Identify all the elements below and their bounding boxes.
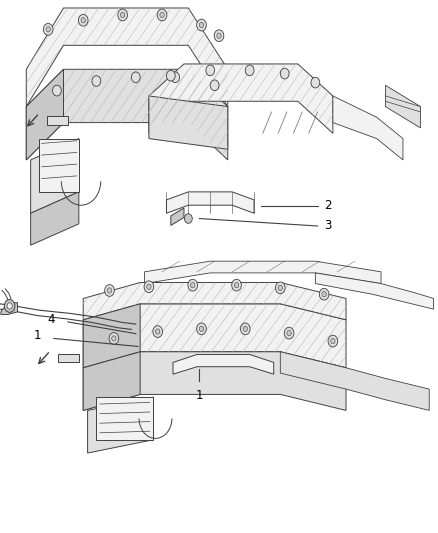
Circle shape [199, 22, 204, 28]
Polygon shape [149, 96, 228, 149]
Polygon shape [26, 69, 64, 160]
Circle shape [328, 335, 338, 347]
Polygon shape [26, 8, 228, 107]
Circle shape [284, 327, 294, 339]
Polygon shape [83, 352, 140, 410]
Polygon shape [1, 303, 18, 314]
Circle shape [322, 292, 326, 297]
Circle shape [144, 281, 154, 293]
Circle shape [153, 326, 162, 337]
Circle shape [155, 329, 160, 334]
Polygon shape [280, 352, 429, 410]
Polygon shape [166, 192, 254, 213]
Polygon shape [149, 64, 333, 133]
Polygon shape [315, 273, 434, 309]
Polygon shape [88, 397, 153, 453]
Circle shape [131, 72, 140, 83]
Circle shape [217, 33, 221, 38]
Bar [47, 116, 68, 125]
Bar [58, 354, 79, 362]
Circle shape [245, 65, 254, 76]
Polygon shape [83, 304, 346, 368]
Circle shape [287, 330, 291, 336]
Polygon shape [26, 69, 228, 160]
Polygon shape [96, 397, 153, 440]
Circle shape [243, 326, 247, 332]
Text: 1: 1 [195, 389, 203, 402]
Circle shape [234, 282, 239, 288]
Polygon shape [333, 96, 403, 160]
Circle shape [232, 279, 241, 291]
Circle shape [331, 338, 335, 344]
Polygon shape [385, 85, 420, 128]
Circle shape [109, 333, 119, 344]
Circle shape [7, 303, 12, 309]
Polygon shape [31, 139, 79, 213]
Polygon shape [83, 282, 346, 320]
Circle shape [280, 68, 289, 79]
Text: 4: 4 [47, 313, 55, 326]
Circle shape [78, 14, 88, 26]
Text: 3: 3 [324, 220, 332, 232]
Circle shape [147, 284, 151, 289]
Circle shape [311, 77, 320, 88]
Circle shape [278, 285, 283, 290]
Circle shape [214, 30, 224, 42]
Text: 1: 1 [33, 329, 41, 342]
Circle shape [160, 12, 164, 18]
Circle shape [46, 27, 50, 32]
Polygon shape [83, 304, 140, 368]
Circle shape [157, 9, 167, 21]
Circle shape [43, 23, 53, 35]
Circle shape [199, 326, 204, 332]
Circle shape [81, 18, 85, 23]
Polygon shape [31, 192, 79, 245]
Circle shape [319, 288, 329, 300]
Polygon shape [83, 352, 346, 410]
Circle shape [112, 336, 116, 341]
Circle shape [120, 12, 125, 18]
Circle shape [240, 323, 250, 335]
Circle shape [210, 80, 219, 91]
Polygon shape [173, 354, 274, 374]
Circle shape [171, 72, 180, 83]
Circle shape [184, 214, 192, 223]
Text: 2: 2 [324, 199, 332, 212]
Polygon shape [171, 208, 184, 225]
Circle shape [191, 282, 195, 288]
Circle shape [105, 285, 114, 296]
Circle shape [92, 76, 101, 86]
Circle shape [206, 65, 215, 76]
Circle shape [197, 19, 206, 31]
Polygon shape [39, 139, 79, 192]
Circle shape [197, 323, 206, 335]
Circle shape [107, 288, 112, 293]
Polygon shape [145, 261, 381, 284]
Circle shape [118, 9, 127, 21]
Circle shape [166, 70, 175, 81]
Circle shape [53, 85, 61, 96]
Circle shape [188, 279, 198, 291]
Circle shape [276, 282, 285, 294]
Circle shape [4, 300, 15, 312]
